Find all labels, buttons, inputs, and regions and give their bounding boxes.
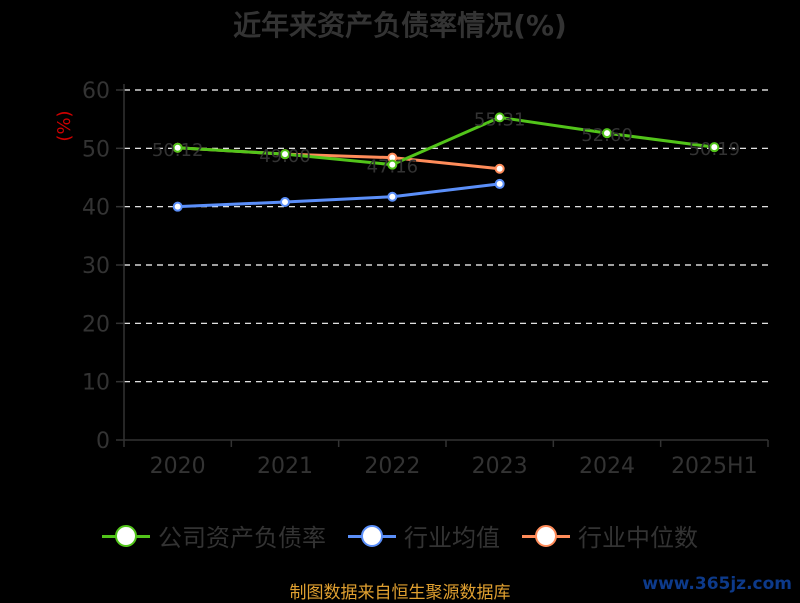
series-line bbox=[177, 115, 715, 167]
y-tick-label: 20 bbox=[82, 312, 110, 337]
data-point bbox=[172, 142, 183, 153]
x-tick-label: 2020 bbox=[150, 454, 206, 479]
series-line bbox=[177, 182, 500, 209]
data-source-note: 制图数据来自恒生聚源数据库 bbox=[289, 583, 511, 603]
data-label: 50.12 bbox=[152, 140, 204, 161]
data-label: 50.19 bbox=[689, 139, 741, 160]
x-tick-label: 2021 bbox=[257, 454, 313, 479]
data-point bbox=[494, 112, 505, 123]
data-point bbox=[494, 178, 505, 189]
y-tick-label: 30 bbox=[82, 254, 110, 279]
legend-marker-icon bbox=[102, 523, 150, 549]
data-point bbox=[280, 149, 290, 160]
legend-item-company[interactable]: 公司资产负债率 bbox=[102, 518, 326, 553]
data-label: 52.60 bbox=[581, 125, 633, 146]
data-point bbox=[602, 128, 612, 139]
x-tick-label: 2025H1 bbox=[671, 454, 758, 479]
data-point bbox=[387, 159, 398, 170]
data-point bbox=[172, 201, 183, 212]
y-axis-label: (%) bbox=[54, 110, 75, 141]
legend-label: 行业均值 bbox=[404, 524, 500, 552]
x-tick-label: 2023 bbox=[472, 454, 528, 479]
legend-marker-icon bbox=[522, 523, 570, 549]
data-point bbox=[387, 191, 398, 202]
site-watermark: www.365jz.com bbox=[642, 574, 792, 594]
chart-legend: 公司资产负债率 行业均值 行业中位数 bbox=[0, 518, 800, 553]
y-tick-label: 10 bbox=[82, 371, 110, 396]
data-label: 47.16 bbox=[367, 157, 419, 178]
data-point bbox=[709, 142, 720, 153]
data-point bbox=[280, 197, 290, 207]
legend-label: 行业中位数 bbox=[578, 524, 698, 552]
legend-item-industry-median[interactable]: 行业中位数 bbox=[522, 518, 698, 553]
legend-item-industry-mean[interactable]: 行业均值 bbox=[348, 518, 500, 553]
x-tick-label: 2024 bbox=[579, 454, 635, 479]
y-tick-label: 60 bbox=[82, 79, 110, 104]
y-tick-label: 50 bbox=[82, 137, 110, 162]
data-point bbox=[494, 163, 505, 174]
y-tick-label: 40 bbox=[82, 196, 110, 221]
x-tick-label: 2022 bbox=[364, 454, 420, 479]
legend-marker-icon bbox=[348, 523, 396, 549]
y-tick-label: 0 bbox=[96, 429, 110, 454]
chart-title: 近年来资产负债率情况(%) bbox=[233, 9, 567, 42]
legend-label: 公司资产负债率 bbox=[158, 524, 326, 552]
data-label: 49.00 bbox=[259, 146, 311, 167]
data-label: 55.31 bbox=[474, 109, 526, 130]
